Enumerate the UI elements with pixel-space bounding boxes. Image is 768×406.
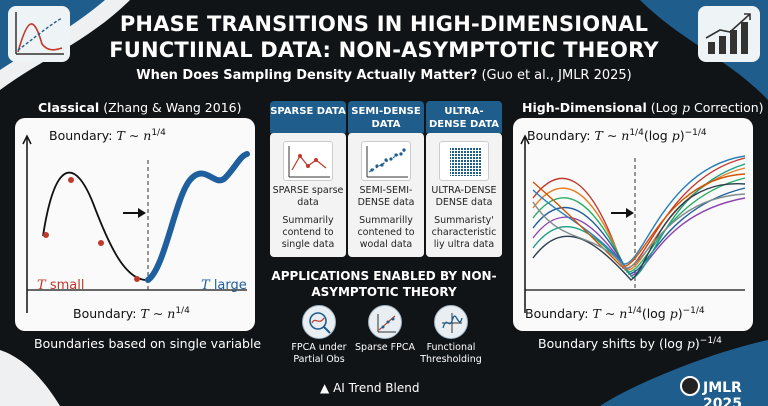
right-panel-footer-prefix: Boundary shifts by: [538, 336, 655, 352]
right-panel-heading-close: Correction): [693, 100, 764, 115]
app-sparse-fpca-label: Sparse FPCA: [355, 342, 415, 353]
ultra-dense-grid-icon: [439, 141, 489, 181]
left-boundary-top-label: Boundary:: [49, 128, 113, 144]
t-small-label: T small: [37, 278, 85, 293]
red-point: [134, 276, 140, 282]
left-panel-footer: Boundaries based on single variable: [34, 336, 262, 351]
subtitle-question: When Does Sampling Density Actually Matt…: [136, 68, 478, 83]
high-dimensional-panel: Boundary: T ∼ n1/4(log p)−1/4 Boundary: …: [513, 118, 753, 331]
right-boundary-top: Boundary: T ∼ n1/4(log p)−1/4: [527, 128, 707, 144]
right-boundary-bottom: Boundary: T ∼ n1/4(log p)−1/4: [525, 306, 705, 322]
semi-dense-scatter-icon: [361, 141, 411, 181]
app-fpca-partial-label: FPCA under Partial Obs: [291, 342, 347, 365]
sparse-card: SPARSE sparse data Summarily contend to …: [270, 133, 346, 257]
left-panel-heading-bold: Classical: [38, 100, 100, 115]
sparse-line1: SPARSE sparse data: [272, 185, 344, 208]
jmlr-seal-icon: [680, 376, 700, 396]
semi-dense-header: SEMI-DENSE DATA: [348, 101, 424, 135]
sparse-header: SPARSE DATA: [270, 101, 346, 135]
left-boundary-bottom: Boundary: T ∼ n1/4: [73, 306, 190, 322]
growth-chart-icon: [698, 6, 760, 62]
ultra-dense-card: ULTRA-DENSE DENSE data Summaristy' chara…: [426, 133, 502, 257]
semi-dense-line2: Summarilly contened to wodal data: [357, 215, 415, 250]
left-panel-heading-ref: (Zhang & Wang 2016): [103, 100, 242, 115]
ultra-dense-line1: ULTRA-DENSE DENSE data: [431, 185, 497, 208]
threshold-wave-icon: [434, 305, 468, 339]
left-boundary-bottom-label: Boundary:: [73, 306, 137, 322]
brand-logo-icon: ▲: [320, 381, 330, 395]
page-title-line2: FUNCTIINAL DATA: NON-ASYMPTOTIC THEORY: [109, 38, 659, 62]
brand-label: ▲ AI Trend Blend: [320, 381, 419, 395]
ultra-dense-header: ULTRA-DENSE DATA: [426, 101, 502, 135]
semi-dense-line1: SEMI-SEMI-DENSE data: [357, 185, 415, 208]
classical-curve-plot: [22, 134, 250, 313]
red-point: [98, 240, 104, 246]
right-boundary-bottom-label: Boundary:: [525, 306, 589, 322]
t-small-text: small: [49, 278, 85, 293]
page-title-line1: PHASE TRANSITIONS IN HIGH-DIMENSIONAL: [119, 12, 649, 36]
magnifier-curve-icon: [302, 305, 336, 339]
app-functional-thresholding: Functional Thresholding: [418, 305, 484, 366]
left-panel-heading: Classical (Zhang & Wang 2016): [38, 100, 242, 115]
ultra-dense-line2: Summaristy' characteristic liy ultra dat…: [431, 215, 497, 250]
classical-panel: Boundary: T ∼ n1/4 T small T large Bound…: [15, 118, 255, 331]
right-boundary-top-label: Boundary:: [527, 128, 591, 144]
right-panel-heading-open: (Log: [650, 100, 678, 115]
left-boundary-top: Boundary: T ∼ n1/4: [49, 128, 166, 144]
app-functional-thresholding-label: Functional Thresholding: [420, 342, 482, 365]
page-subtitle: When Does Sampling Density Actually Matt…: [70, 68, 698, 83]
t-large-text: large: [213, 278, 247, 293]
app-sparse-fpca: Sparse FPCA: [352, 305, 418, 354]
subtitle-reference: (Guo et al., JMLR 2025): [481, 68, 632, 83]
scatter-trend-icon: [368, 305, 402, 339]
t-large-label: T large: [201, 278, 247, 293]
sparse-line2: Summarily contend to single data: [281, 215, 335, 250]
right-panel-heading: High-Dimensional (Log p Correction): [522, 100, 764, 115]
brand-text: AI Trend Blend: [333, 381, 420, 395]
density-chart-icon: [8, 6, 70, 62]
semi-dense-card: SEMI-SEMI-DENSE data Summarilly contened…: [348, 133, 424, 257]
app-fpca-partial: FPCA under Partial Obs: [286, 305, 352, 366]
right-panel-heading-bold: High-Dimensional: [522, 100, 647, 115]
applications-title: APPLICATIONS ENABLED BY NON-ASYMPTOTIC T…: [271, 269, 497, 299]
red-point: [43, 232, 49, 238]
sparse-scatter-icon: [283, 141, 333, 181]
journal-badge: JMLR 2025: [703, 380, 742, 406]
high-dimensional-curves-plot: [520, 134, 746, 313]
right-panel-footer: Boundary shifts by (log p)−1/4: [538, 336, 722, 352]
red-point: [68, 177, 74, 183]
